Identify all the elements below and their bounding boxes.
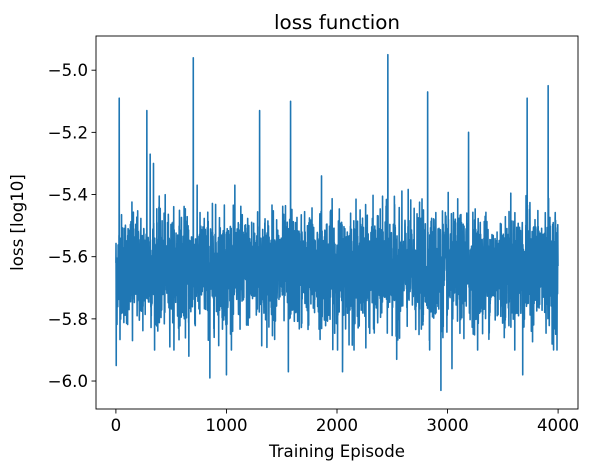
- x-tick-label: 2000: [316, 416, 358, 435]
- y-tick-label: −5.8: [48, 310, 88, 329]
- series-layer: [115, 53, 559, 392]
- y-tick-label: −5.0: [48, 61, 88, 80]
- y-axis-ticks: −6.0 −5.8 −5.6 −5.4 −5.2 −5.0: [48, 61, 96, 391]
- x-tick-label: 0: [111, 416, 122, 435]
- x-axis-ticks: 0 1000 2000 3000 4000: [111, 409, 579, 435]
- x-axis-label: Training Episode: [268, 442, 405, 461]
- y-tick-label: −6.0: [48, 372, 88, 391]
- y-tick-label: −5.6: [48, 248, 88, 267]
- y-axis-label: loss [log10]: [8, 174, 27, 271]
- y-tick-label: −5.2: [48, 123, 88, 142]
- chart-title: loss function: [274, 11, 400, 34]
- x-tick-label: 4000: [537, 416, 579, 435]
- x-tick-label: 1000: [205, 416, 247, 435]
- y-tick-label: −5.4: [48, 186, 88, 205]
- x-tick-label: 3000: [426, 416, 468, 435]
- loss-series-line: [115, 53, 559, 392]
